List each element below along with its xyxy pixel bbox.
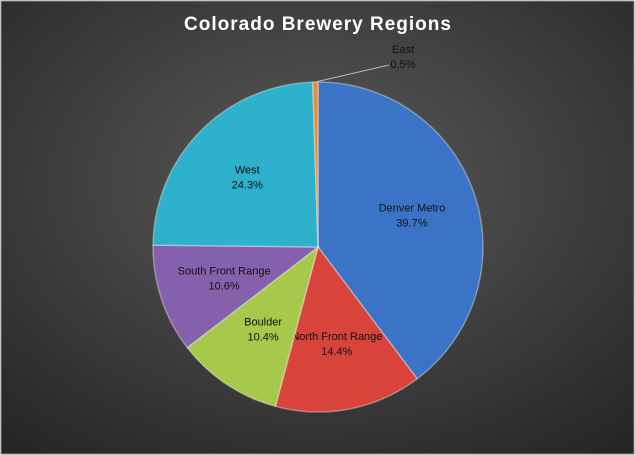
slice-label: Denver Metro [379, 203, 446, 215]
pie-slice [152, 81, 319, 248]
value-label: 24.3% [232, 180, 263, 192]
value-label: 0.5% [390, 59, 415, 71]
slice-label: North Front Range [291, 331, 382, 343]
slice-label: East [392, 44, 414, 56]
value-label: 14.4% [321, 346, 352, 358]
pie-slice [152, 244, 321, 349]
slice-label: West [235, 165, 260, 177]
slice-label: South Front Range [178, 265, 271, 277]
chart-title: Colorado Brewery Regions [184, 14, 452, 35]
pie-slice [317, 81, 484, 380]
pie-slice [274, 245, 419, 413]
slice-label: Boulder [244, 316, 282, 328]
leader-line [315, 64, 390, 83]
pie-slice [312, 81, 319, 248]
value-label: 10.4% [247, 331, 278, 343]
value-label: 39.7% [396, 218, 427, 230]
value-label: 10.6% [208, 280, 239, 292]
pie-slice [186, 245, 320, 408]
